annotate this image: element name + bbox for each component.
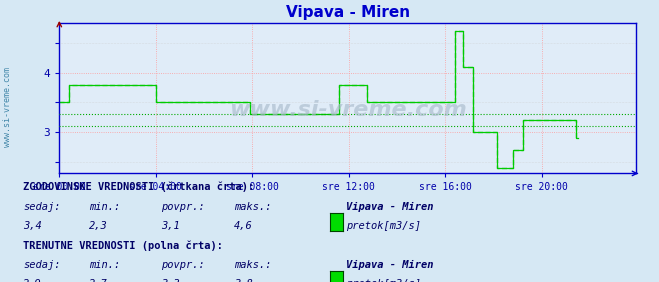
Text: 3,3: 3,3	[161, 279, 180, 282]
Text: sedaj:: sedaj:	[23, 260, 61, 270]
Text: TRENUTNE VREDNOSTI (polna črta):: TRENUTNE VREDNOSTI (polna črta):	[23, 240, 223, 251]
Text: povpr.:: povpr.:	[161, 202, 205, 212]
Text: min.:: min.:	[89, 202, 120, 212]
Text: 3,4: 3,4	[23, 221, 42, 231]
Text: povpr.:: povpr.:	[161, 260, 205, 270]
Text: sedaj:: sedaj:	[23, 202, 61, 212]
Title: Vipava - Miren: Vipava - Miren	[285, 5, 410, 20]
Text: www.si-vreme.com: www.si-vreme.com	[3, 67, 13, 147]
Text: 2,7: 2,7	[89, 279, 107, 282]
Text: Vipava - Miren: Vipava - Miren	[346, 260, 434, 270]
Text: pretok[m3/s]: pretok[m3/s]	[346, 279, 421, 282]
Text: Vipava - Miren: Vipava - Miren	[346, 202, 434, 212]
Text: maks.:: maks.:	[234, 202, 272, 212]
Text: 2,3: 2,3	[89, 221, 107, 231]
Text: www.si-vreme.com: www.si-vreme.com	[229, 100, 467, 120]
Text: pretok[m3/s]: pretok[m3/s]	[346, 221, 421, 231]
Text: 4,6: 4,6	[234, 221, 252, 231]
Text: 3,8: 3,8	[234, 279, 252, 282]
Text: 2,9: 2,9	[23, 279, 42, 282]
Text: min.:: min.:	[89, 260, 120, 270]
Text: 3,1: 3,1	[161, 221, 180, 231]
Text: maks.:: maks.:	[234, 260, 272, 270]
Text: ZGODOVINSKE VREDNOSTI (črtkana črta):: ZGODOVINSKE VREDNOSTI (črtkana črta):	[23, 182, 254, 192]
